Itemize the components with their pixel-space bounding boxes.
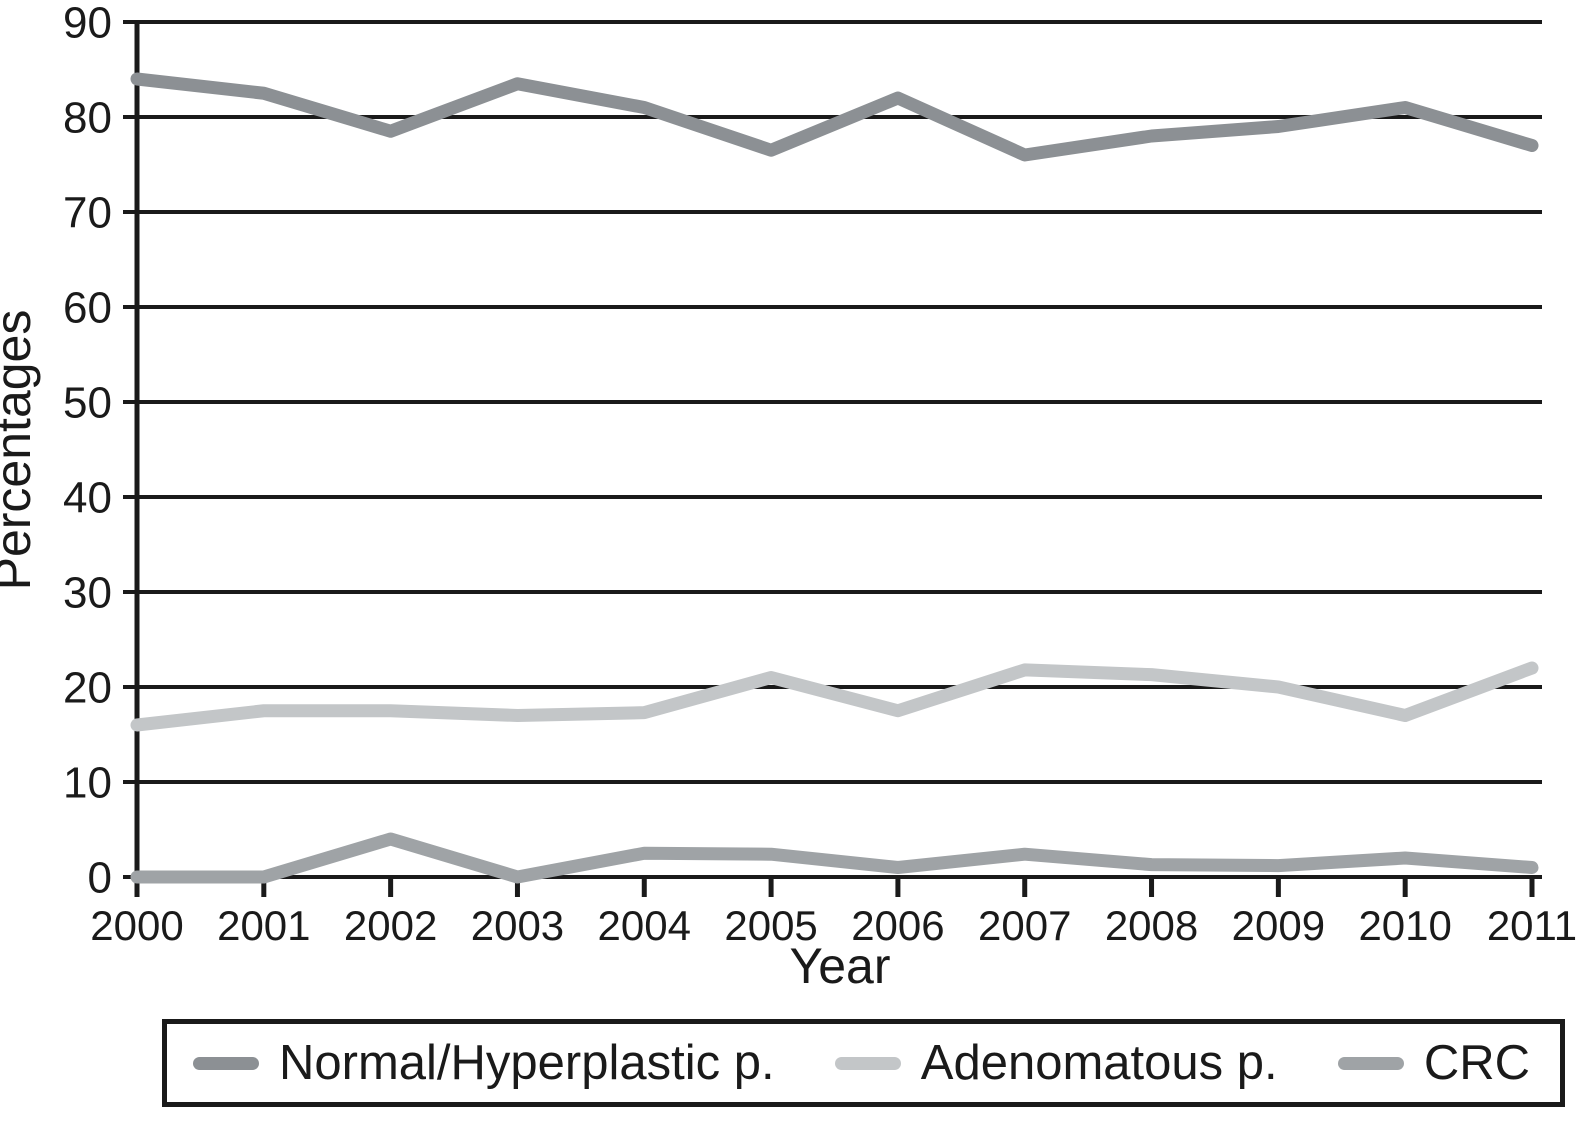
- y-tick-label: 50: [63, 378, 112, 427]
- y-axis-title: Percentages: [0, 310, 41, 591]
- y-tick-label: 90: [63, 0, 112, 47]
- x-tick-label: 2005: [724, 902, 817, 949]
- legend-label-adenomatous: Adenomatous p.: [920, 1035, 1278, 1090]
- x-tick-label: 2003: [471, 902, 564, 949]
- x-tick-label: 2004: [598, 902, 691, 949]
- y-tick-label: 80: [63, 93, 112, 142]
- y-tick-label: 20: [63, 663, 112, 712]
- y-tick-label: 60: [63, 283, 112, 332]
- x-tick-label: 2000: [90, 902, 183, 949]
- adenomatous-line-swatch: [834, 1056, 901, 1070]
- x-tick-label: 2010: [1358, 902, 1451, 949]
- y-tick-label: 10: [63, 758, 112, 807]
- x-tick-label: 2008: [1105, 902, 1198, 949]
- x-tick-label: 2009: [1232, 902, 1325, 949]
- gridlines: [137, 20, 1542, 879]
- axes: [123, 20, 1535, 897]
- series-line-0: [130, 72, 1539, 162]
- x-tick-label: 2001: [217, 902, 310, 949]
- x-tick-label: 2002: [344, 902, 437, 949]
- x-tick-label: 2007: [978, 902, 1071, 949]
- series-line-1: [130, 661, 1539, 732]
- normal-hyperplastic-line-swatch: [193, 1056, 259, 1070]
- legend-box: Normal/Hyperplastic p. Adenomatous p. CR…: [162, 1019, 1565, 1107]
- legend-entry-normal-hyperplastic: Normal/Hyperplastic p.: [193, 1035, 775, 1090]
- x-tick-label: 2011: [1487, 902, 1577, 949]
- y-tick-label: 30: [63, 568, 112, 617]
- data-series: [130, 72, 1539, 884]
- legend-entry-adenomatous: Adenomatous p.: [834, 1035, 1278, 1090]
- legend-label-crc: CRC: [1423, 1035, 1530, 1090]
- legend-entry-crc: CRC: [1337, 1035, 1530, 1090]
- legend-label-normal-hyperplastic: Normal/Hyperplastic p.: [279, 1035, 775, 1090]
- x-axis-title: Year: [789, 938, 890, 994]
- tick-labels: 0 10 20 30 40 50 60 70 80 90 2000 2001 2002 2003 2004 2…: [63, 0, 1577, 949]
- y-tick-label: 0: [88, 853, 112, 902]
- x-tick-label: 2006: [851, 902, 944, 949]
- y-tick-label: 70: [63, 188, 112, 237]
- y-tick-label: 40: [63, 473, 112, 522]
- series-line-2: [130, 832, 1539, 884]
- crc-line-swatch: [1337, 1056, 1404, 1070]
